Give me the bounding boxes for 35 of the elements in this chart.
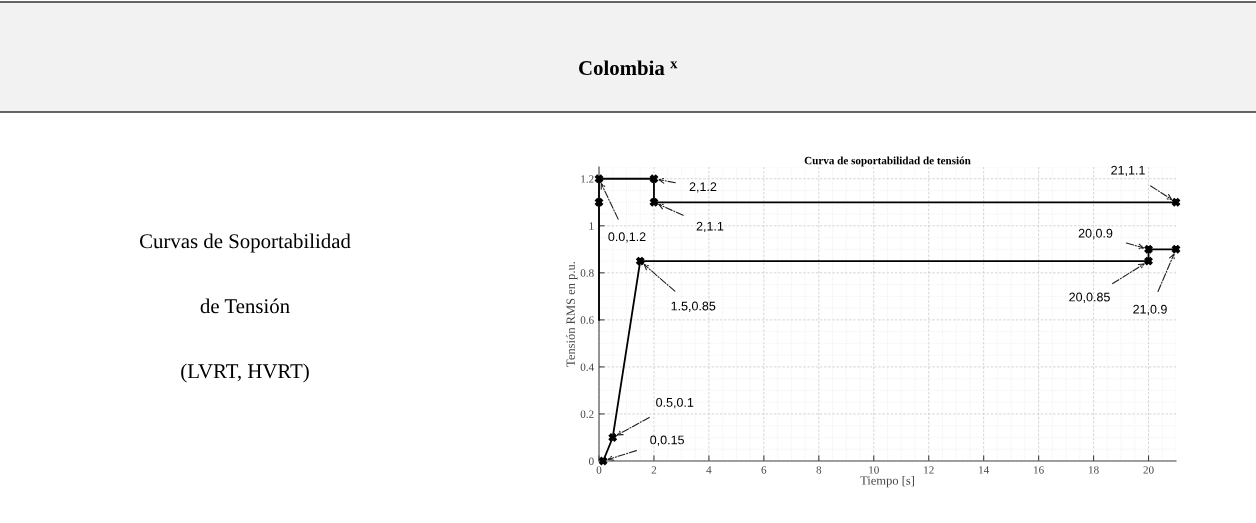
text: Colombia $^{x}$ bbox=[579, 60, 678, 76]
annotation: 0,0.15 bbox=[650, 435, 684, 446]
y-axis-title: Tensión RMS en p.u. bbox=[566, 261, 578, 367]
x-tick-label: 4 bbox=[706, 466, 712, 474]
x-tick-label: 16 bbox=[1034, 466, 1044, 474]
y-tick-label: 1 bbox=[589, 222, 594, 230]
x-tick-label: 8 bbox=[816, 466, 822, 474]
annotation: 0.0,1.2 bbox=[608, 232, 646, 243]
x-tick-label: 10 bbox=[869, 466, 879, 474]
x-tick-label: 14 bbox=[979, 466, 990, 474]
y-tick-label: 0 bbox=[589, 457, 594, 465]
y-tick-label: 0.8 bbox=[580, 269, 594, 277]
x-tick-label: 2 bbox=[651, 466, 657, 474]
y-tick-label: 0.6 bbox=[580, 316, 594, 324]
text: (LVRT, HVRT) bbox=[181, 363, 309, 383]
annotation: 20,0.9 bbox=[1078, 228, 1113, 240]
x-axis-title: Tiempo [s] bbox=[860, 475, 914, 488]
x-tick-label: 0 bbox=[596, 466, 602, 474]
annotation: 2,1.2 bbox=[689, 182, 717, 193]
text: de Tensión bbox=[200, 298, 290, 314]
annotation: 0.5,0.1 bbox=[656, 397, 694, 409]
text: Curvas de Soportabilidad bbox=[139, 233, 351, 253]
x-tick-label: 6 bbox=[761, 466, 767, 474]
x-tick-label: 20 bbox=[1143, 466, 1154, 474]
y-tick-label: 0.4 bbox=[580, 363, 594, 371]
x-tick-label: 18 bbox=[1088, 466, 1099, 474]
y-tick-label: 1.2 bbox=[581, 175, 594, 183]
annotation: 20,0.85 bbox=[1069, 292, 1110, 303]
annotation: 21,0.9 bbox=[1133, 304, 1167, 316]
annotation: 1.5,0.85 bbox=[671, 301, 716, 312]
annotation: 21,1.1 bbox=[1111, 165, 1145, 177]
x-tick-label: 12 bbox=[924, 466, 934, 474]
y-tick-label: 0.2 bbox=[580, 410, 594, 418]
annotation: 2,1.1 bbox=[696, 221, 724, 233]
chart-title: Curva de soportabilidad de tensión bbox=[804, 156, 971, 167]
